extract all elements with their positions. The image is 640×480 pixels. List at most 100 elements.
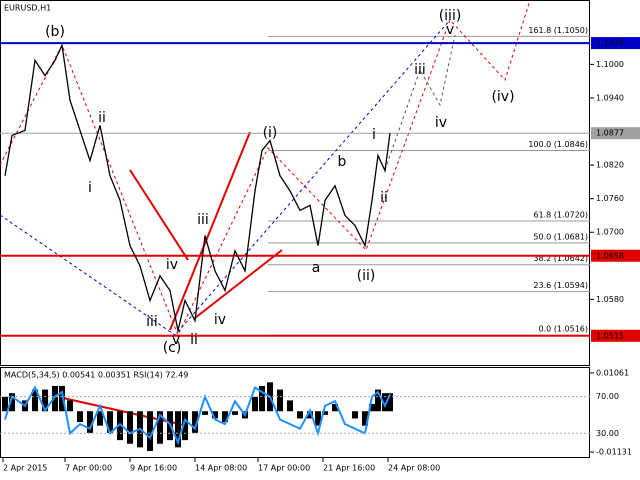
wave-label: iv (166, 257, 178, 273)
y-tick-label: 1.0760 (596, 194, 624, 203)
macd-bar (315, 411, 321, 426)
y-tick-label: 70.00 (596, 392, 619, 401)
macd-bar (42, 389, 48, 412)
fib-label: 0.0 (1.0516) (539, 325, 589, 334)
macd-bar (307, 411, 313, 419)
wave-label: i (372, 127, 376, 143)
macd-bar (322, 411, 328, 415)
wave-path (0, 0, 531, 337)
macd-bar (259, 385, 265, 412)
macd-bar (387, 393, 393, 412)
macd-bar (127, 411, 133, 444)
fib-label: 100.0 (1.0846) (528, 140, 588, 149)
macd-bar (382, 393, 388, 412)
trend-line (194, 249, 283, 319)
y-tick-label: 1.1000 (596, 60, 624, 69)
macd-bar (287, 400, 293, 412)
x-tick-label: 9 Apr 16:00 (130, 464, 177, 473)
wave-label: (i) (263, 125, 278, 141)
wave-label: ii (380, 190, 388, 206)
fib-label: 161.8 (1.1050) (528, 26, 588, 35)
macd-bar (252, 396, 258, 412)
macd-bar (107, 411, 113, 433)
macd-bar (87, 411, 93, 433)
level-label: 1.0658 (596, 251, 624, 260)
wave-label: (iv) (491, 89, 514, 105)
macd-bar (277, 389, 283, 412)
macd-bar (352, 411, 358, 419)
wave-label: (iii) (439, 8, 462, 24)
price-line (4, 43, 391, 331)
y2-tick-label: -0.01131 (596, 448, 632, 457)
wave-label: i (88, 180, 92, 196)
y-tick-label: 1.0940 (596, 93, 624, 102)
macd-bar (232, 411, 238, 415)
macd-bar (59, 385, 65, 412)
wave-label: (c) (163, 340, 182, 356)
level-label: 1.0515 (596, 331, 624, 340)
x-tick-label: 2 Apr 2015 (3, 464, 47, 473)
fib-label: 50.0 (1.0681) (533, 232, 588, 241)
macd-bar (202, 411, 208, 415)
wave-label: (b) (45, 24, 65, 40)
wave-label: b (338, 154, 347, 170)
macd-bar (52, 385, 58, 412)
level-tag (591, 329, 640, 342)
x-tick-label: 24 Apr 08:00 (388, 464, 440, 473)
level-tag (591, 127, 640, 140)
wave-label: iii (414, 62, 426, 78)
macd-bar (369, 404, 375, 412)
macd-bar (32, 389, 38, 412)
wave-label: iv (214, 312, 226, 328)
wave-label: v (446, 22, 454, 38)
fib-label: 23.6 (1.0594) (533, 281, 588, 290)
macd-bar (192, 411, 198, 433)
y-tick-label: 30.00 (596, 429, 619, 438)
level-label: 1.1038 (596, 39, 624, 48)
x-tick-label: 14 Apr 08:00 (195, 464, 247, 473)
macd-bar (362, 411, 368, 426)
y-tick-label: 1.0580 (596, 295, 624, 304)
wave-label: ii (98, 110, 106, 126)
macd-bar (97, 411, 103, 426)
macd-bar (9, 393, 15, 412)
macd-bar (182, 411, 188, 441)
macd-bar (117, 411, 123, 441)
x-tick-label: 7 Apr 00:00 (65, 464, 112, 473)
macd-bar (212, 411, 218, 419)
x-tick-label: 21 Apr 16:00 (323, 464, 375, 473)
level-tag (591, 249, 640, 262)
y2-tick-label: 0.01061 (596, 368, 629, 377)
macd-bar (297, 411, 303, 419)
main-frame (0, 0, 590, 366)
wave-label: a (312, 260, 321, 276)
trend-line (129, 169, 189, 261)
x-tick-label: 17 Apr 00:00 (258, 464, 310, 473)
wave-path (384, 34, 456, 171)
macd-bar (332, 404, 338, 412)
y-tick-label: 1.0820 (596, 161, 624, 170)
macd-bar (157, 411, 163, 444)
macd-bar (147, 411, 153, 451)
indicator-title: MACD(5,34,5) 0.00541 0.00351 RSI(14) 72.… (4, 371, 188, 380)
wave-label: iv (435, 115, 447, 131)
y-tick-label: 1.0700 (596, 228, 624, 237)
wave-label: (ii) (357, 268, 376, 284)
sub-frame (0, 367, 590, 458)
wave-label: v (172, 332, 180, 348)
wave-label: iii (197, 212, 209, 228)
chart-title: EURUSD,H1 (4, 4, 51, 13)
wave-label: ii (190, 332, 198, 348)
level-tag (591, 37, 640, 50)
fib-label: 61.8 (1.0720) (533, 211, 588, 220)
macd-bar (77, 411, 83, 423)
trend-line (169, 131, 251, 331)
level-label: 1.0877 (596, 129, 624, 138)
macd-bar (67, 400, 73, 412)
macd-bar (175, 411, 181, 448)
macd-bar (2, 396, 8, 412)
wave-label: iii (146, 314, 158, 330)
fib-label: 38.2 (1.0642) (533, 254, 588, 263)
